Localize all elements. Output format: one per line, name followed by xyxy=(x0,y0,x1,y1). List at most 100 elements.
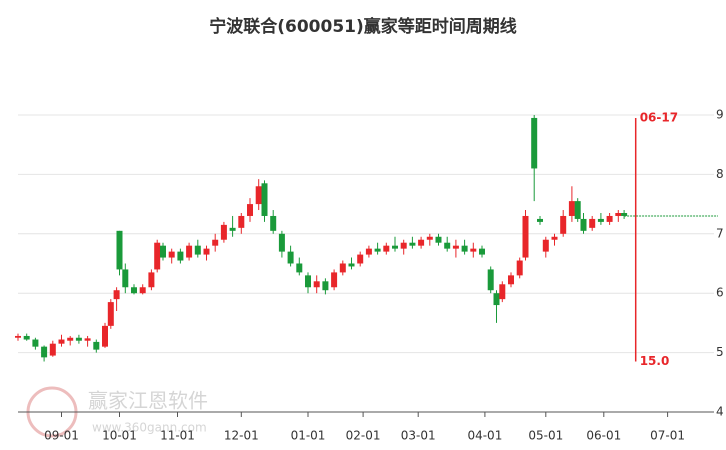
candle-body xyxy=(168,251,175,258)
candle-body xyxy=(452,245,459,249)
x-tick-label: 09-01 xyxy=(44,429,79,443)
candle-body xyxy=(487,269,494,291)
candle-body xyxy=(374,248,381,252)
candle-body xyxy=(313,281,320,288)
candle-body xyxy=(383,245,390,252)
y-tick-label: 8 xyxy=(716,167,724,181)
candle-body xyxy=(493,293,500,306)
candle-body xyxy=(84,338,91,341)
watermark: 赢家江恩软件 www.360gann.com xyxy=(26,386,208,438)
x-tick-label: 06-01 xyxy=(586,429,621,443)
watermark-name: 赢家江恩软件 xyxy=(88,389,208,413)
candle-body xyxy=(348,263,355,267)
x-tick-label: 05-01 xyxy=(528,429,563,443)
candle-body xyxy=(116,230,123,270)
candle-body xyxy=(32,339,39,347)
candle-body xyxy=(400,242,407,249)
y-tick-label: 5 xyxy=(716,345,724,359)
candle-body xyxy=(597,218,604,222)
candle-body xyxy=(75,337,82,341)
candle-body xyxy=(247,204,253,216)
x-tick-label: 02-01 xyxy=(346,429,381,443)
candle-body xyxy=(560,215,567,234)
watermark-url: www.360gann.com xyxy=(92,421,207,435)
candle-body xyxy=(270,215,277,231)
candle-body xyxy=(606,215,613,222)
candle-body xyxy=(444,242,451,249)
candle-body xyxy=(139,287,146,294)
candle-body xyxy=(23,335,30,340)
x-tick-label: 01-01 xyxy=(291,429,326,443)
candle-body xyxy=(122,269,129,288)
candle-body xyxy=(574,201,581,219)
candle-body xyxy=(203,248,210,255)
candle-body xyxy=(357,254,364,264)
candle-body xyxy=(470,248,477,252)
x-tick-label: 10-01 xyxy=(102,429,137,443)
candle-body xyxy=(615,212,622,216)
candle-body xyxy=(331,272,338,288)
candle-body xyxy=(107,302,114,326)
x-tick-label: 07-01 xyxy=(650,429,685,443)
candle-body xyxy=(220,224,227,240)
candle-body xyxy=(305,275,311,288)
x-tick-label: 03-01 xyxy=(401,429,436,443)
candle-body xyxy=(418,239,425,246)
candle-body xyxy=(41,346,48,358)
candle-body xyxy=(278,233,285,252)
candle-body xyxy=(551,236,558,240)
candle-body xyxy=(15,335,21,338)
candle-body xyxy=(508,275,514,285)
candle-body xyxy=(479,248,485,255)
candle-body xyxy=(154,242,161,270)
chart-title: 宁波联合(600051)赢家等距时间周期线 xyxy=(209,16,517,37)
candle-body xyxy=(49,343,56,356)
candle-body xyxy=(392,245,398,249)
candle-body xyxy=(113,290,120,300)
candle-body xyxy=(160,245,166,258)
candle-body xyxy=(516,260,523,276)
candle-body xyxy=(238,215,245,228)
candle-body xyxy=(568,201,575,216)
candle-body xyxy=(229,227,236,231)
candle-body xyxy=(58,339,65,344)
cycle-value-label: 15.0 xyxy=(640,354,670,368)
candle-body xyxy=(580,218,587,231)
candle-body xyxy=(461,245,468,252)
candle-body xyxy=(186,245,193,258)
x-tick-label: 11-01 xyxy=(160,429,195,443)
candle-body xyxy=(522,215,529,258)
candle-body xyxy=(621,212,628,216)
y-tick-label: 7 xyxy=(716,226,724,240)
candle-body xyxy=(322,281,329,291)
candle-body xyxy=(194,245,201,255)
candle-body xyxy=(409,242,416,246)
x-tick-label: 12-01 xyxy=(224,429,259,443)
candle-body xyxy=(435,236,442,243)
candle-body xyxy=(131,287,137,294)
y-tick-label: 9 xyxy=(716,107,724,121)
y-tick-label: 4 xyxy=(716,405,724,419)
candle-body xyxy=(589,218,596,228)
candle-body xyxy=(365,248,372,255)
candle-body xyxy=(67,337,74,341)
candle-body xyxy=(93,341,100,350)
candle-body xyxy=(499,284,506,300)
candle-body xyxy=(287,251,294,264)
candle-body xyxy=(255,186,262,205)
candle-body xyxy=(177,251,184,261)
candle-body xyxy=(102,325,108,347)
candle-body xyxy=(296,263,303,273)
candle-body xyxy=(537,218,543,222)
y-tick-label: 6 xyxy=(716,286,724,300)
candle-body xyxy=(531,117,538,169)
cycle-date-label: 06-17 xyxy=(640,110,678,124)
candle-body xyxy=(339,263,346,273)
candle-body xyxy=(542,239,549,252)
candle-body xyxy=(426,236,433,240)
candle-body xyxy=(148,272,155,288)
candle-body xyxy=(212,239,219,246)
candle-body xyxy=(261,183,268,216)
x-tick-label: 04-01 xyxy=(467,429,502,443)
